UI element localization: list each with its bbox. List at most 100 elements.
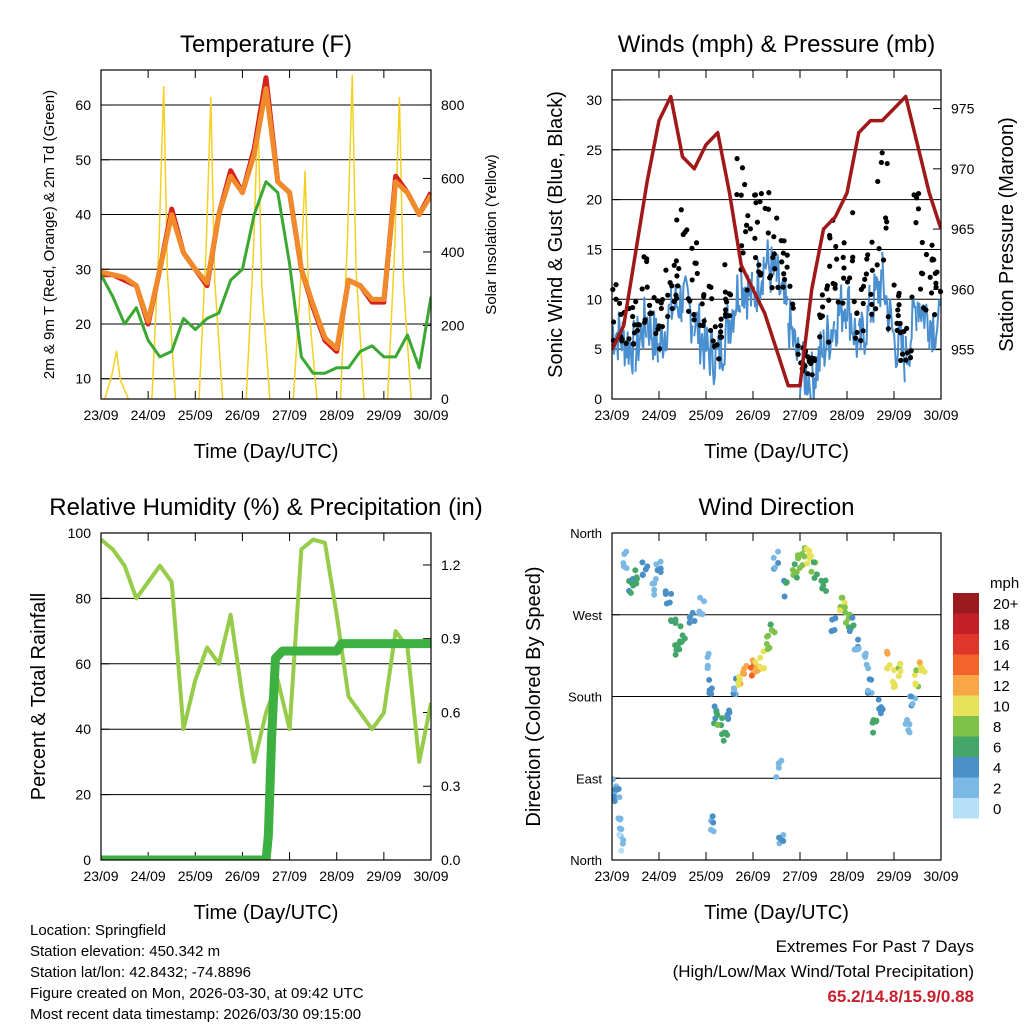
gust-point bbox=[674, 295, 680, 301]
direction-point bbox=[667, 617, 674, 624]
direction-point bbox=[913, 667, 920, 674]
gust-point bbox=[876, 246, 882, 252]
legend-label: 8 bbox=[993, 719, 1001, 736]
y2-tick-label: 970 bbox=[951, 161, 975, 177]
gust-point bbox=[780, 284, 786, 290]
gust-point bbox=[691, 311, 697, 318]
gust-point bbox=[850, 254, 856, 260]
direction-point bbox=[878, 704, 885, 711]
x-tick-label: 28/09 bbox=[319, 407, 354, 423]
gust-point bbox=[884, 160, 890, 167]
gust-point bbox=[722, 307, 729, 313]
gust-point bbox=[734, 156, 740, 162]
plot-frame bbox=[100, 69, 432, 400]
gust-point bbox=[689, 277, 695, 283]
gust-point bbox=[929, 257, 935, 263]
chart-title: Temperature (F) bbox=[180, 31, 352, 58]
gust-point bbox=[883, 215, 889, 221]
plot-frame bbox=[611, 69, 942, 400]
gust-point bbox=[790, 301, 796, 307]
gust-point bbox=[923, 307, 929, 313]
direction-point bbox=[884, 650, 891, 657]
direction-point bbox=[657, 558, 664, 565]
wind-line bbox=[834, 284, 848, 347]
plot-frame bbox=[611, 532, 942, 861]
gust-point bbox=[642, 317, 648, 323]
plot-frame bbox=[100, 532, 432, 861]
y-tick-label: South bbox=[568, 690, 602, 705]
gust-point bbox=[934, 269, 940, 275]
direction-point bbox=[767, 621, 774, 628]
gust-point bbox=[718, 323, 724, 329]
gust-point bbox=[806, 357, 812, 363]
gust-point bbox=[850, 210, 856, 216]
gust-point bbox=[623, 340, 629, 346]
gust-point bbox=[745, 213, 751, 219]
gust-point bbox=[875, 178, 881, 185]
direction-point bbox=[855, 636, 862, 643]
gust-point bbox=[738, 192, 744, 198]
y2-axis-label: Solar Insolation (Yellow) bbox=[483, 154, 500, 314]
series-line-9m-t bbox=[101, 86, 431, 352]
legend-swatch bbox=[953, 716, 979, 737]
y-tick-label: 20 bbox=[75, 787, 91, 803]
direction-point bbox=[701, 598, 708, 605]
gust-point bbox=[758, 191, 764, 197]
direction-point bbox=[652, 575, 659, 582]
gust-point bbox=[781, 271, 787, 277]
wind-line bbox=[810, 331, 824, 399]
direction-point bbox=[863, 661, 870, 668]
legend-label: 18 bbox=[993, 617, 1010, 634]
gust-point bbox=[913, 220, 919, 226]
gust-point bbox=[775, 284, 781, 290]
direction-point bbox=[761, 665, 768, 672]
chart-title: Winds (mph) & Pressure (mb) bbox=[618, 31, 935, 58]
gust-point bbox=[644, 284, 650, 290]
y2-tick-label: 400 bbox=[441, 244, 465, 260]
gust-point bbox=[765, 206, 772, 212]
direction-point bbox=[842, 619, 849, 626]
direction-point bbox=[842, 609, 849, 616]
y-tick-label: 0 bbox=[83, 852, 91, 868]
direction-point bbox=[793, 569, 800, 576]
wind-line bbox=[893, 321, 906, 383]
gust-point bbox=[860, 328, 866, 334]
x-tick-label: 30/09 bbox=[413, 407, 448, 423]
direction-point bbox=[921, 668, 928, 675]
x-axis-label: Time (Day/UTC) bbox=[704, 441, 849, 463]
gust-point bbox=[933, 280, 939, 286]
gust-point bbox=[835, 299, 841, 305]
direction-point bbox=[795, 555, 802, 562]
direction-point bbox=[884, 665, 891, 672]
y-tick-label: 5 bbox=[594, 341, 602, 357]
gust-point bbox=[927, 274, 933, 280]
gust-point bbox=[619, 336, 625, 342]
y2-tick-label: 0.6 bbox=[441, 704, 461, 720]
gust-point bbox=[917, 286, 924, 292]
gust-point bbox=[739, 243, 745, 249]
gust-point bbox=[869, 267, 875, 273]
direction-point bbox=[864, 687, 871, 694]
y-tick-label: 15 bbox=[586, 241, 602, 257]
extremes-title: Extremes For Past 7 Days bbox=[775, 937, 974, 956]
gust-point bbox=[832, 281, 838, 288]
gust-point bbox=[685, 308, 692, 314]
direction-point bbox=[679, 632, 686, 639]
gust-point bbox=[903, 357, 909, 363]
x-tick-label: 29/09 bbox=[366, 407, 401, 423]
gust-point bbox=[718, 334, 725, 340]
humidity-line bbox=[101, 537, 431, 764]
x-tick-label: 24/09 bbox=[131, 407, 166, 423]
y-axis-label: Sonic Wind & Gust (Blue, Black) bbox=[545, 91, 567, 378]
gust-point bbox=[744, 287, 750, 293]
direction-point bbox=[768, 627, 775, 634]
gust-point bbox=[932, 312, 938, 318]
gust-point bbox=[896, 302, 902, 308]
gust-point bbox=[663, 267, 669, 273]
gust-point bbox=[678, 207, 684, 213]
gust-point bbox=[909, 294, 915, 300]
gust-point bbox=[780, 250, 786, 256]
direction-point bbox=[799, 551, 806, 558]
x-axis-label: Time (Day/UTC) bbox=[194, 441, 339, 463]
